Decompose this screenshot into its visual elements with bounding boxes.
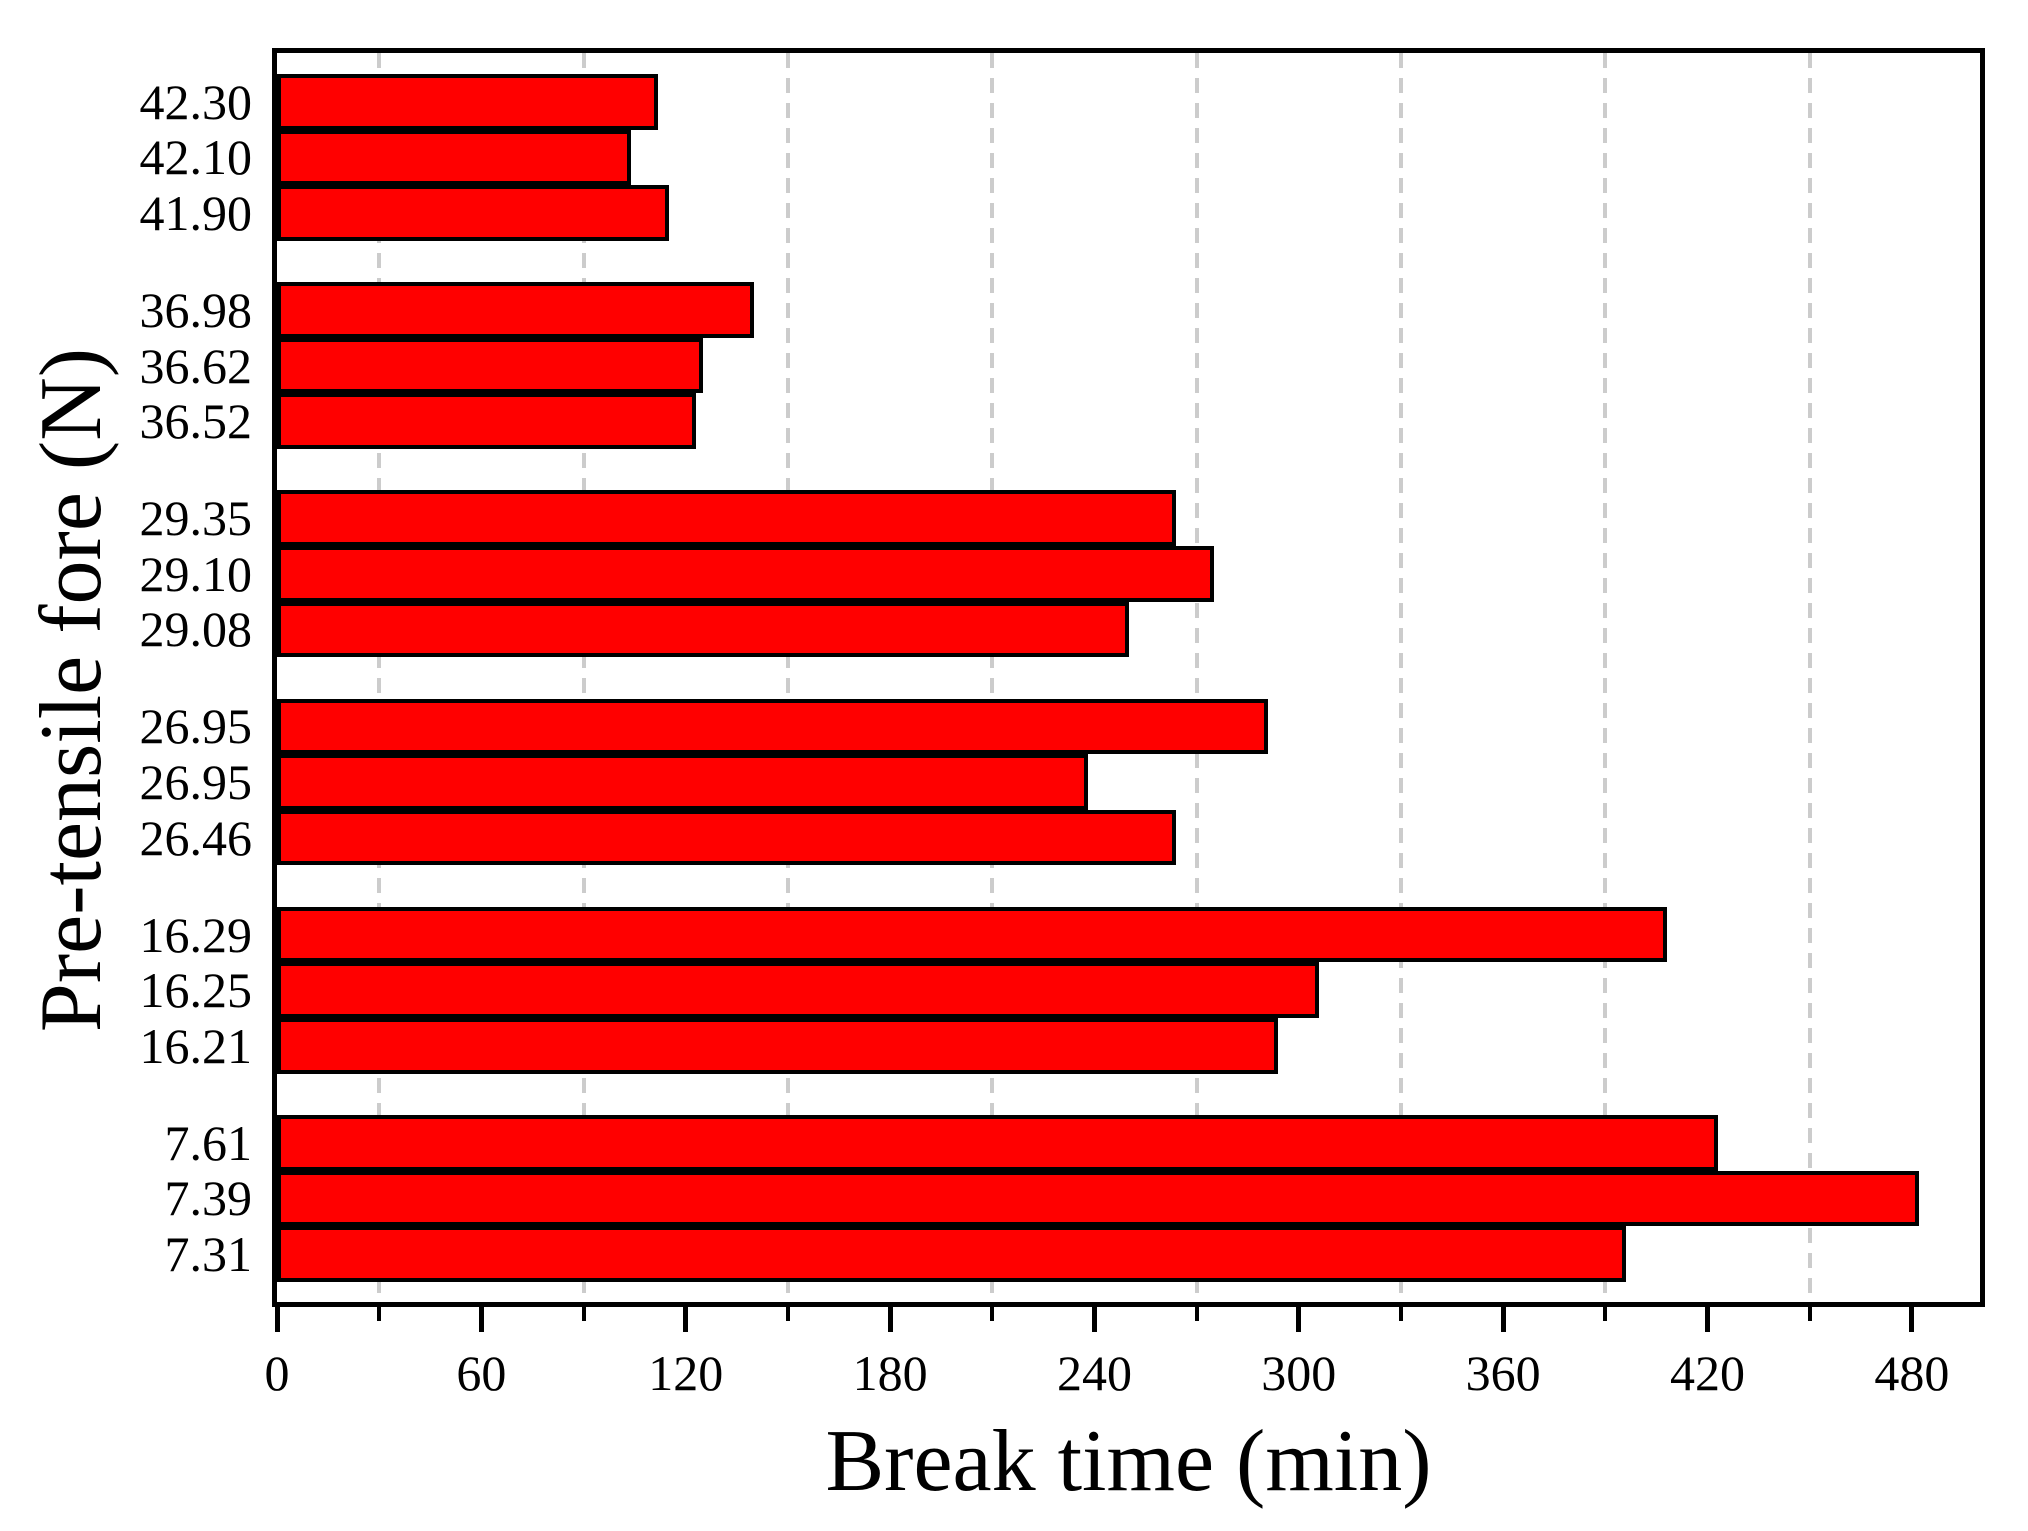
gridline — [1398, 53, 1403, 1302]
x-major-tick — [1500, 1307, 1506, 1332]
x-tick-label: 420 — [1670, 1345, 1746, 1401]
x-major-tick — [1091, 1307, 1097, 1332]
bar — [277, 490, 1177, 546]
bar — [277, 546, 1214, 602]
x-minor-tick — [1398, 1307, 1403, 1321]
gridline — [990, 53, 995, 1302]
bar — [277, 282, 754, 338]
y-tick-label: 26.46 — [139, 809, 253, 866]
y-tick-label: 42.30 — [139, 73, 253, 130]
gridline — [581, 53, 586, 1302]
y-tick-label: 16.29 — [139, 906, 253, 963]
x-tick-label: 120 — [648, 1345, 724, 1401]
x-tick-label: 240 — [1056, 1345, 1132, 1401]
x-major-tick — [1909, 1307, 1915, 1332]
gridline — [1194, 53, 1199, 1302]
gridline — [377, 53, 382, 1302]
y-tick-label: 26.95 — [139, 754, 253, 810]
y-tick-label: 36.98 — [139, 282, 253, 338]
bar — [277, 1115, 1718, 1171]
gridline — [785, 53, 790, 1302]
x-tick-label: 480 — [1874, 1345, 1950, 1401]
x-tick-label: 0 — [264, 1345, 290, 1401]
gridline — [1603, 53, 1608, 1302]
x-minor-tick — [785, 1307, 790, 1321]
y-tick-label: 26.95 — [139, 698, 253, 755]
y-tick-label: 16.21 — [139, 1017, 253, 1074]
bar — [277, 698, 1269, 755]
x-tick-label: 60 — [456, 1345, 507, 1401]
x-minor-tick — [1194, 1307, 1199, 1321]
plot-area — [272, 48, 1985, 1307]
bar — [277, 809, 1177, 866]
gridline — [1807, 53, 1812, 1302]
x-major-tick — [683, 1307, 689, 1332]
x-minor-tick — [1807, 1307, 1812, 1321]
bar — [277, 1226, 1626, 1282]
y-tick-label: 42.10 — [139, 129, 253, 186]
x-tick-label: 300 — [1261, 1345, 1337, 1401]
x-tick-label: 360 — [1465, 1345, 1541, 1401]
x-major-tick — [1705, 1307, 1711, 1332]
x-major-tick — [887, 1307, 893, 1332]
bar — [277, 1170, 1919, 1227]
bar — [277, 754, 1088, 810]
x-major-tick — [1296, 1307, 1302, 1332]
y-tick-label: 29.35 — [139, 490, 253, 547]
bar — [277, 129, 632, 186]
bar — [277, 962, 1320, 1018]
x-minor-tick — [1603, 1307, 1608, 1321]
bar — [277, 906, 1667, 963]
bar — [277, 601, 1129, 658]
x-minor-tick — [990, 1307, 995, 1321]
y-tick-label: 36.52 — [139, 393, 253, 450]
bar — [277, 393, 696, 449]
y-tick-label: 29.08 — [139, 601, 253, 658]
x-minor-tick — [377, 1307, 382, 1321]
bar — [277, 1018, 1279, 1074]
x-axis-title: Break time (min) — [825, 1413, 1432, 1510]
bar — [277, 74, 659, 130]
bar — [277, 185, 669, 241]
y-tick-label: 7.61 — [164, 1114, 253, 1171]
y-tick-label: 41.90 — [139, 185, 253, 241]
y-tick-label: 29.10 — [139, 545, 253, 602]
x-major-tick — [274, 1307, 280, 1332]
x-major-tick — [478, 1307, 484, 1332]
y-tick-label: 36.62 — [139, 337, 253, 394]
y-tick-label: 7.31 — [164, 1226, 253, 1282]
bar — [277, 337, 703, 394]
x-tick-label: 180 — [852, 1345, 928, 1401]
y-tick-label: 16.25 — [139, 962, 253, 1019]
x-minor-tick — [581, 1307, 586, 1321]
y-tick-label: 7.39 — [164, 1170, 253, 1227]
